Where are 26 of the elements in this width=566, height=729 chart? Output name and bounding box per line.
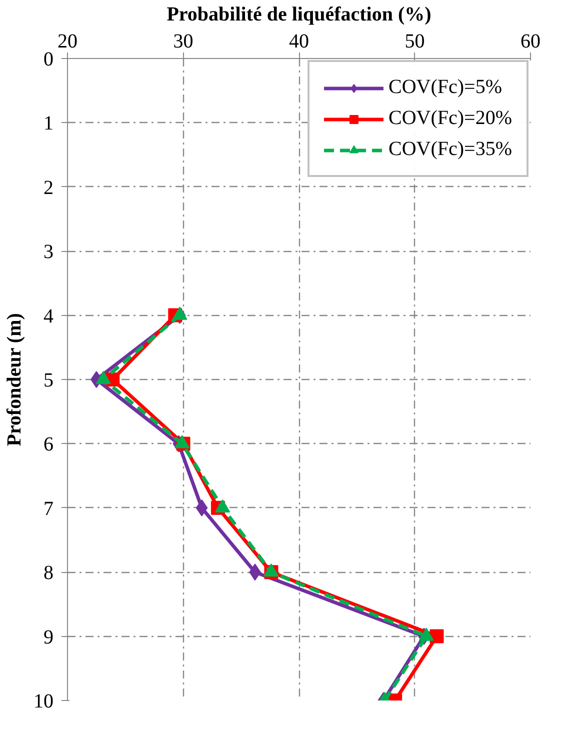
x-axis-title: Probabilité de liquéfaction (%) — [166, 4, 432, 26]
point — [196, 499, 208, 516]
y-tick-label: 4 — [44, 305, 54, 328]
point — [264, 564, 279, 577]
y-axis-title: Profondeur (m) — [4, 313, 26, 446]
y-tick-label: 6 — [44, 434, 54, 456]
legend-label: COV(Fc)=20% — [388, 107, 512, 130]
y-tick-label: 1 — [44, 112, 54, 135]
point — [418, 628, 434, 641]
x-tick-label: 50 — [404, 30, 425, 52]
point — [215, 499, 230, 512]
x-tick-label: 30 — [173, 30, 194, 52]
legend-label: COV(Fc)=35% — [388, 138, 512, 161]
y-tick-label: 2 — [44, 176, 54, 199]
y-tick-label: 3 — [44, 241, 54, 264]
y-tick-label: 8 — [44, 562, 54, 584]
y-tick-label: 5 — [44, 370, 54, 392]
y-tick-label: 10 — [34, 690, 54, 712]
y-tick-label: 9 — [44, 626, 54, 648]
y-tick-label: 7 — [44, 498, 54, 520]
y-tick-label: 0 — [44, 48, 54, 70]
x-tick-label: 40 — [289, 30, 309, 52]
point — [174, 435, 190, 448]
legend-label: COV(Fc)=5% — [388, 76, 502, 99]
x-tick-label: 60 — [520, 30, 540, 52]
x-tick-label: 20 — [58, 30, 78, 52]
